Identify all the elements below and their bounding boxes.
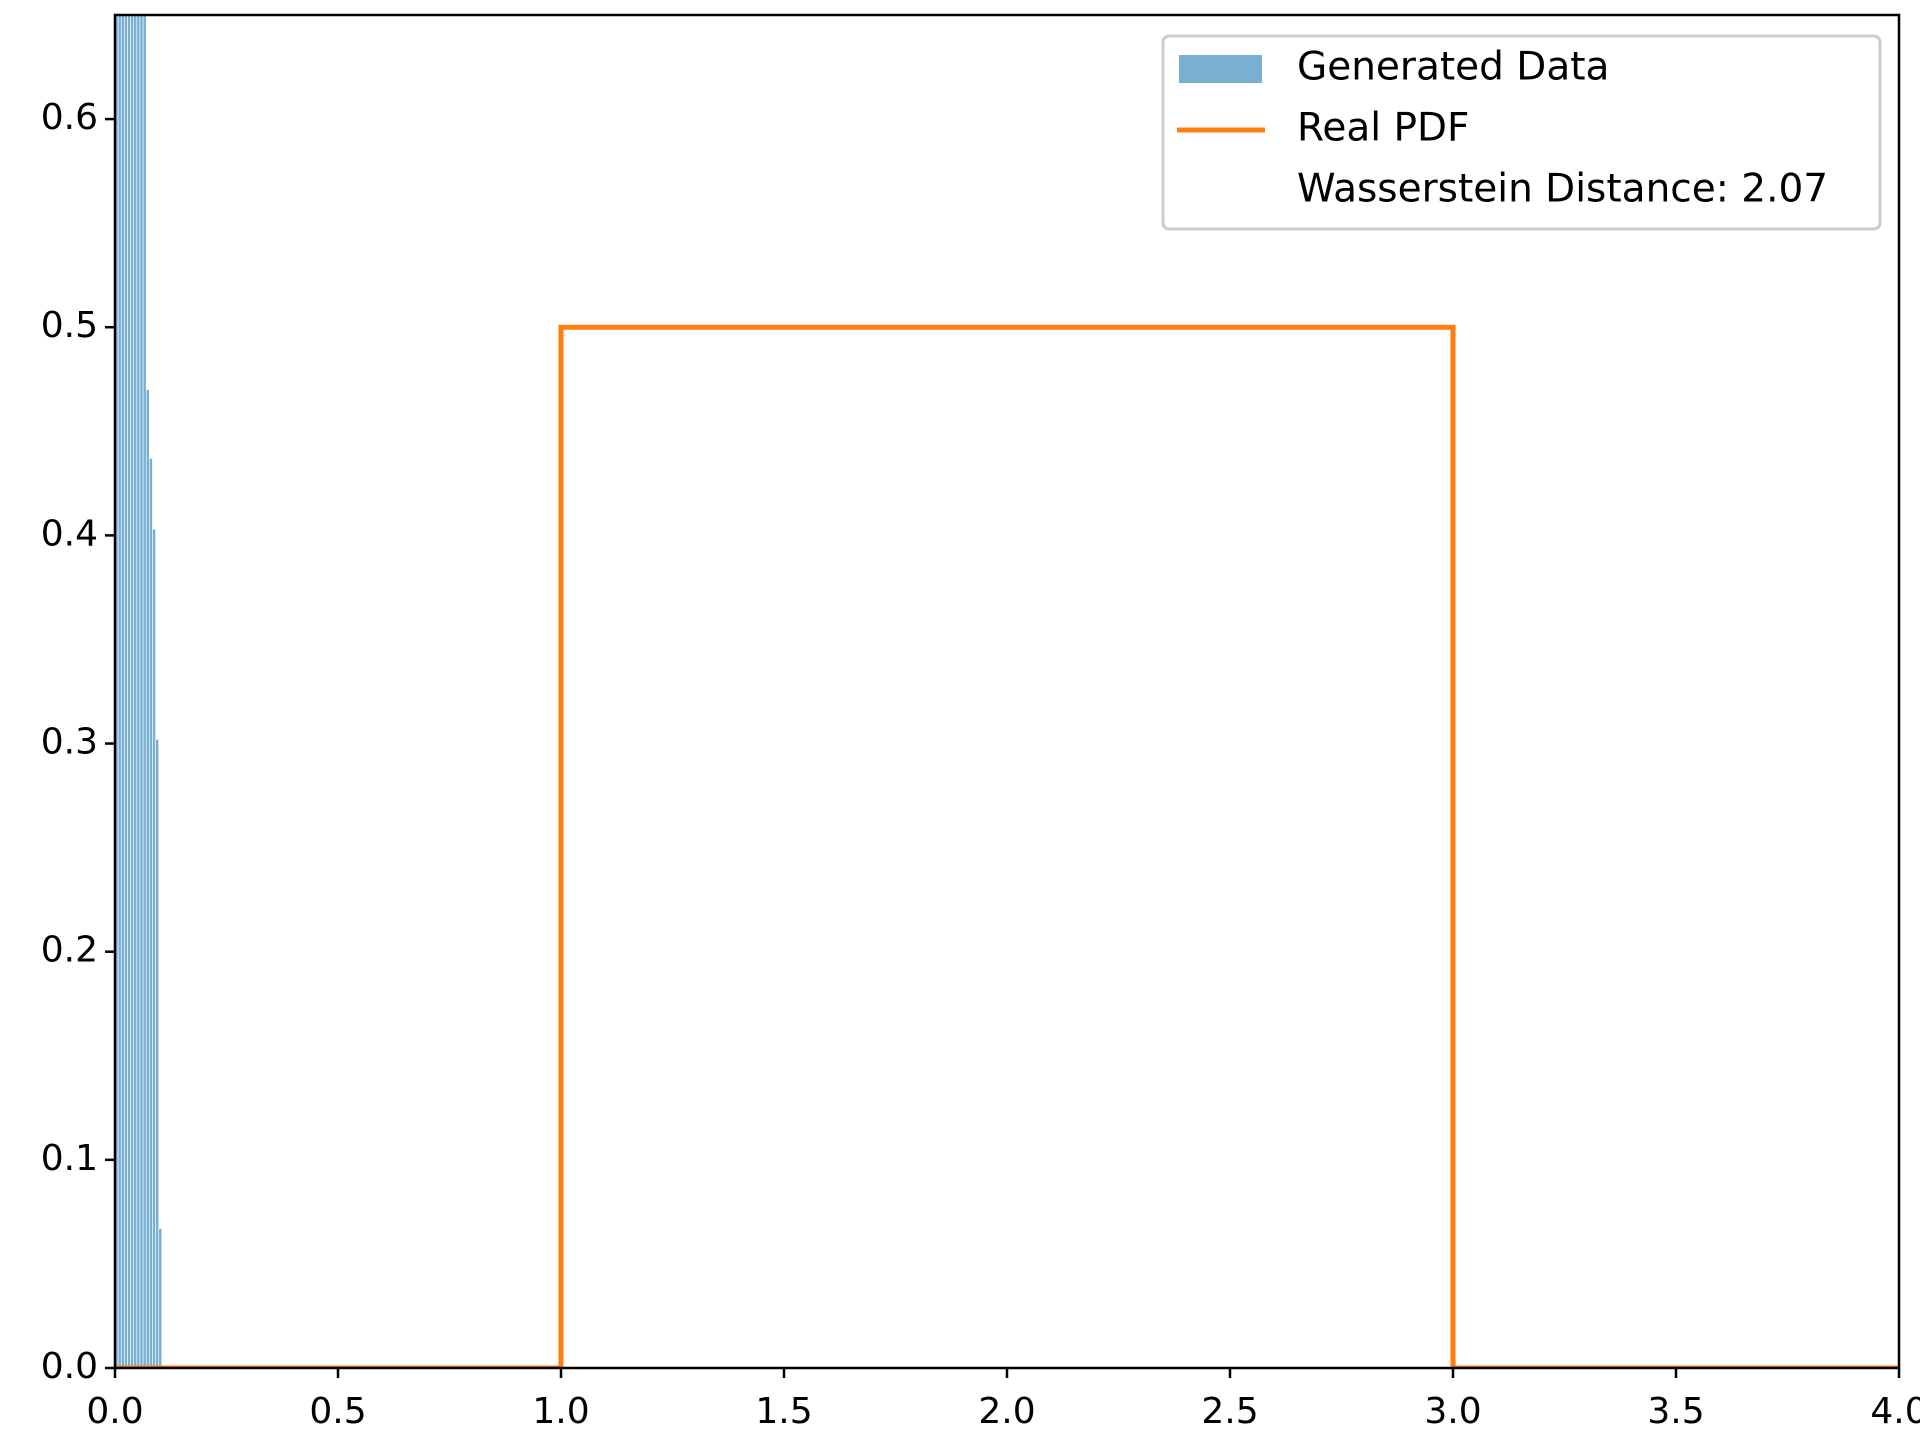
x-tick-label: 3.5 — [1647, 1391, 1704, 1432]
x-tick-label: 1.5 — [755, 1391, 812, 1432]
legend-swatch — [1179, 55, 1262, 83]
histogram-bar — [133, 15, 138, 1368]
histogram-bar — [130, 15, 135, 1368]
pdf-line — [115, 324, 1899, 1368]
histogram-bar — [120, 15, 125, 1368]
histogram-bar — [158, 1228, 163, 1368]
histogram-bar — [136, 15, 141, 1368]
legend: Generated Data Real PDF Wasserstein Dist… — [1161, 34, 1882, 231]
histogram-bar — [142, 15, 147, 1368]
x-tick-label: 1.0 — [532, 1391, 589, 1432]
x-tick-label: 2.0 — [978, 1391, 1035, 1432]
legend-label: Generated Data — [1297, 45, 1609, 90]
histogram-bar — [152, 528, 156, 1368]
plot-area — [115, 15, 1899, 1368]
y-tick-label: 0.4 — [41, 513, 98, 554]
y-tick-label: 0.1 — [41, 1138, 98, 1179]
histogram-bar — [139, 15, 144, 1368]
histogram-bar — [127, 15, 131, 1368]
x-tick-label: 4.0 — [1870, 1391, 1920, 1432]
histogram-bar — [149, 458, 153, 1368]
histogram-bar — [145, 389, 150, 1368]
x-tick-label: 3.0 — [1424, 1391, 1481, 1432]
axes: 0.0 0.5 1.0 1.5 2.0 2.5 3.0 3.5 4.0 0.0 0.1 0.2 0.3 0… — [41, 13, 1920, 1432]
y-tick-label: 0.6 — [41, 97, 98, 138]
legend-box — [1161, 34, 1882, 231]
legend-label: Real PDF — [1297, 106, 1469, 151]
y-tick-label: 0.0 — [41, 1346, 98, 1387]
legend-note: Wasserstein Distance: 2.07 — [1297, 167, 1828, 212]
histogram-bar — [155, 739, 160, 1368]
y-tick-label: 0.5 — [41, 305, 98, 346]
histogram-bar — [117, 15, 122, 1368]
x-tick-label: 2.5 — [1201, 1391, 1258, 1432]
histogram-bar — [124, 15, 128, 1368]
y-tick-label: 0.3 — [41, 722, 98, 763]
x-tick-label: 0.0 — [86, 1391, 143, 1432]
y-tick-label: 0.2 — [41, 930, 98, 971]
histogram-bar — [115, 15, 119, 1368]
x-tick-label: 0.5 — [309, 1391, 366, 1432]
